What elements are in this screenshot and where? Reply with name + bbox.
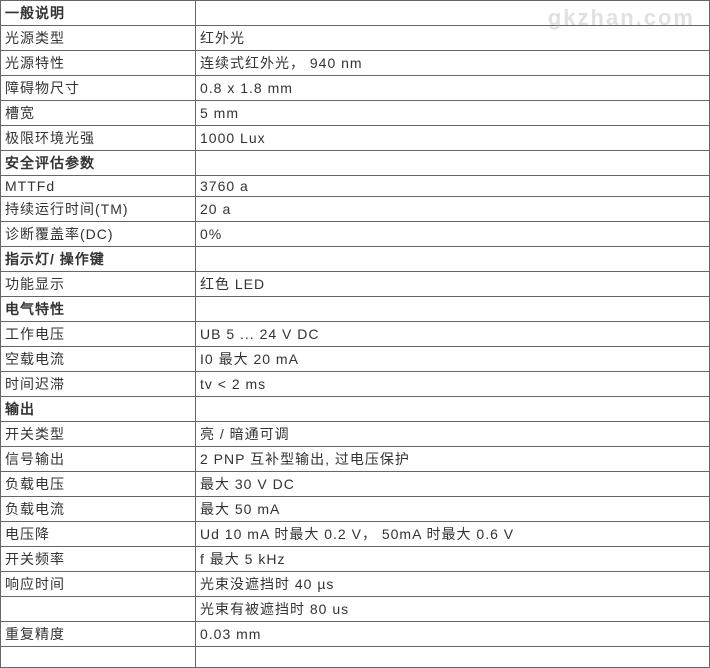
table-row: 工作电压UB 5 ... 24 V DC bbox=[1, 322, 710, 347]
row-value: 亮 / 暗通可调 bbox=[196, 422, 710, 447]
row-label: 响应时间 bbox=[1, 572, 196, 597]
table-row: 极限环境光强1000 Lux bbox=[1, 126, 710, 151]
table-row: 电压降Ud 10 mA 时最大 0.2 V， 50mA 时最大 0.6 V bbox=[1, 522, 710, 547]
row-value: 20 a bbox=[196, 197, 710, 222]
section-header-label: 输出 bbox=[1, 397, 196, 422]
table-row: 负载电压最大 30 V DC bbox=[1, 472, 710, 497]
table-row: 响应时间光束没遮挡时 40 µs bbox=[1, 572, 710, 597]
table-row: 重复精度0.03 mm bbox=[1, 622, 710, 647]
partial-cell bbox=[196, 647, 710, 668]
row-label: 诊断覆盖率(DC) bbox=[1, 222, 196, 247]
row-value: 红外光 bbox=[196, 26, 710, 51]
section-header-row: 指示灯/ 操作键 bbox=[1, 247, 710, 272]
table-row: 光源类型红外光 bbox=[1, 26, 710, 51]
row-label: MTTFd bbox=[1, 176, 196, 197]
row-label: 光源特性 bbox=[1, 51, 196, 76]
section-header-row: 安全评估参数 bbox=[1, 151, 710, 176]
table-row-extra: 光束有被遮挡时 80 us bbox=[1, 597, 710, 622]
row-label: 开关类型 bbox=[1, 422, 196, 447]
section-header-row: 输出 bbox=[1, 397, 710, 422]
row-value: 光束没遮挡时 40 µs bbox=[196, 572, 710, 597]
table-row: 障碍物尺寸0.8 x 1.8 mm bbox=[1, 76, 710, 101]
row-label-empty bbox=[1, 597, 196, 622]
row-label: 时间迟滞 bbox=[1, 372, 196, 397]
section-header-label: 一般说明 bbox=[1, 1, 196, 26]
row-value: 0.8 x 1.8 mm bbox=[196, 76, 710, 101]
table-row: 开关类型亮 / 暗通可调 bbox=[1, 422, 710, 447]
row-value: 最大 50 mA bbox=[196, 497, 710, 522]
row-value: I0 最大 20 mA bbox=[196, 347, 710, 372]
row-value: UB 5 ... 24 V DC bbox=[196, 322, 710, 347]
table-row: 负载电流最大 50 mA bbox=[1, 497, 710, 522]
table-row: 诊断覆盖率(DC)0% bbox=[1, 222, 710, 247]
row-value: 0% bbox=[196, 222, 710, 247]
row-value: 3760 a bbox=[196, 176, 710, 197]
row-label: 开关频率 bbox=[1, 547, 196, 572]
row-label: 障碍物尺寸 bbox=[1, 76, 196, 101]
section-header-label: 指示灯/ 操作键 bbox=[1, 247, 196, 272]
row-label: 重复精度 bbox=[1, 622, 196, 647]
table-row: 持续运行时间(TM)20 a bbox=[1, 197, 710, 222]
table-row: MTTFd3760 a bbox=[1, 176, 710, 197]
section-header-empty bbox=[196, 1, 710, 26]
table-row: 功能显示红色 LED bbox=[1, 272, 710, 297]
table-row: 槽宽5 mm bbox=[1, 101, 710, 126]
section-header-empty bbox=[196, 297, 710, 322]
table-row-partial bbox=[1, 647, 710, 668]
row-value: 5 mm bbox=[196, 101, 710, 126]
row-value: Ud 10 mA 时最大 0.2 V， 50mA 时最大 0.6 V bbox=[196, 522, 710, 547]
row-value: 红色 LED bbox=[196, 272, 710, 297]
row-value: tv < 2 ms bbox=[196, 372, 710, 397]
section-header-empty bbox=[196, 397, 710, 422]
partial-cell bbox=[1, 647, 196, 668]
row-label: 槽宽 bbox=[1, 101, 196, 126]
section-header-label: 电气特性 bbox=[1, 297, 196, 322]
section-header-row: 电气特性 bbox=[1, 297, 710, 322]
row-value: 最大 30 V DC bbox=[196, 472, 710, 497]
row-value-extra: 光束有被遮挡时 80 us bbox=[196, 597, 710, 622]
row-label: 信号输出 bbox=[1, 447, 196, 472]
row-label: 光源类型 bbox=[1, 26, 196, 51]
row-label: 空载电流 bbox=[1, 347, 196, 372]
section-header-empty bbox=[196, 151, 710, 176]
section-header-label: 安全评估参数 bbox=[1, 151, 196, 176]
table-row: 开关频率f 最大 5 kHz bbox=[1, 547, 710, 572]
row-label: 极限环境光强 bbox=[1, 126, 196, 151]
row-label: 负载电流 bbox=[1, 497, 196, 522]
table-row: 空载电流I0 最大 20 mA bbox=[1, 347, 710, 372]
section-header-empty bbox=[196, 247, 710, 272]
table-row: 时间迟滞tv < 2 ms bbox=[1, 372, 710, 397]
row-label: 电压降 bbox=[1, 522, 196, 547]
row-label: 功能显示 bbox=[1, 272, 196, 297]
row-value: 连续式红外光， 940 nm bbox=[196, 51, 710, 76]
row-label: 工作电压 bbox=[1, 322, 196, 347]
row-value: 0.03 mm bbox=[196, 622, 710, 647]
row-value: f 最大 5 kHz bbox=[196, 547, 710, 572]
row-label: 负载电压 bbox=[1, 472, 196, 497]
section-header-row: 一般说明 bbox=[1, 1, 710, 26]
row-value: 1000 Lux bbox=[196, 126, 710, 151]
row-label: 持续运行时间(TM) bbox=[1, 197, 196, 222]
table-row: 光源特性连续式红外光， 940 nm bbox=[1, 51, 710, 76]
table-row: 信号输出2 PNP 互补型输出, 过电压保护 bbox=[1, 447, 710, 472]
specification-table: 一般说明光源类型红外光光源特性连续式红外光， 940 nm障碍物尺寸0.8 x … bbox=[0, 0, 710, 668]
row-value: 2 PNP 互补型输出, 过电压保护 bbox=[196, 447, 710, 472]
